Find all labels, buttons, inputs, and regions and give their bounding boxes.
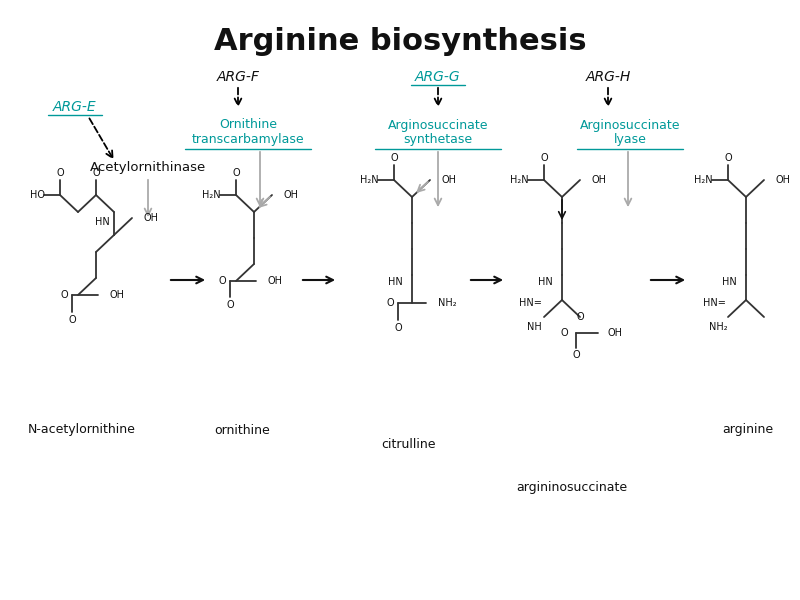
Text: HN=: HN= (702, 298, 726, 308)
Text: O: O (394, 323, 402, 333)
Text: O: O (218, 276, 226, 286)
Text: Acetylornithinase: Acetylornithinase (90, 161, 206, 175)
Text: OH: OH (608, 328, 623, 338)
Text: HN: HN (94, 217, 110, 227)
Text: H₂N: H₂N (510, 175, 529, 185)
Text: citrulline: citrulline (381, 439, 435, 451)
Text: HN: HN (538, 277, 552, 287)
Text: ARG-G: ARG-G (415, 70, 461, 84)
Text: OH: OH (268, 276, 283, 286)
Text: synthetase: synthetase (403, 133, 473, 146)
Text: O: O (68, 315, 76, 325)
Text: HN: HN (388, 277, 402, 287)
Text: O: O (576, 312, 584, 322)
Text: O: O (390, 153, 398, 163)
Text: O: O (232, 168, 240, 178)
Text: HO: HO (30, 190, 45, 200)
Text: O: O (60, 290, 68, 300)
Text: Arginosuccinate: Arginosuccinate (388, 118, 488, 131)
Text: ARG-F: ARG-F (217, 70, 259, 84)
Text: O: O (560, 328, 568, 338)
Text: Ornithine: Ornithine (219, 118, 277, 131)
Text: ARG-E: ARG-E (53, 100, 97, 114)
Text: NH: NH (526, 322, 542, 332)
Text: OH: OH (442, 175, 457, 185)
Text: H₂N: H₂N (202, 190, 221, 200)
Text: O: O (56, 168, 64, 178)
Text: argininosuccinate: argininosuccinate (517, 481, 627, 494)
Text: OH: OH (592, 175, 607, 185)
Text: Arginosuccinate: Arginosuccinate (580, 118, 680, 131)
Text: HN: HN (722, 277, 736, 287)
Text: OH: OH (284, 190, 299, 200)
Text: H₂N: H₂N (694, 175, 713, 185)
Text: O: O (226, 300, 234, 310)
Text: OH: OH (144, 213, 159, 223)
Text: NH₂: NH₂ (709, 322, 727, 332)
Text: OH: OH (776, 175, 791, 185)
Text: O: O (572, 350, 580, 360)
Text: N-acetylornithine: N-acetylornithine (28, 424, 136, 437)
Text: ornithine: ornithine (214, 424, 270, 437)
Text: ARG-H: ARG-H (586, 70, 630, 84)
Text: Arginine biosynthesis: Arginine biosynthesis (214, 27, 586, 56)
Text: lyase: lyase (614, 133, 646, 146)
Text: transcarbamylase: transcarbamylase (192, 133, 304, 146)
Text: O: O (386, 298, 394, 308)
Text: O: O (540, 153, 548, 163)
Text: OH: OH (110, 290, 125, 300)
Text: O: O (92, 168, 100, 178)
Text: arginine: arginine (722, 424, 774, 437)
Text: H₂N: H₂N (360, 175, 378, 185)
Text: NH₂: NH₂ (438, 298, 457, 308)
Text: O: O (724, 153, 732, 163)
Text: HN=: HN= (518, 298, 542, 308)
